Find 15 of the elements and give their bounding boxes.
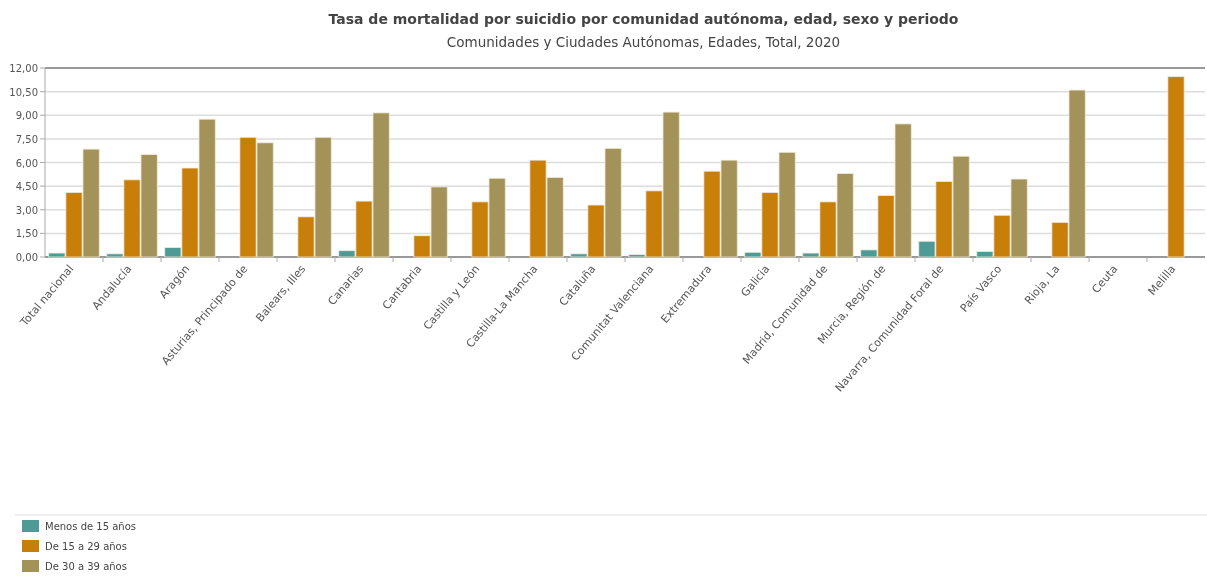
- y-tick-label: 10,50: [9, 86, 38, 98]
- y-tick-label: 1,50: [15, 228, 38, 240]
- bar: [1167, 76, 1185, 258]
- y-tick-label: 7,50: [15, 133, 38, 145]
- y-tick-label: 4,50: [15, 181, 38, 193]
- legend-label: De 30 a 39 años: [45, 561, 127, 572]
- y-tick-label: 3,00: [15, 204, 38, 216]
- y-tick-label: 6,00: [15, 157, 38, 169]
- legend-label: De 15 a 29 años: [45, 541, 127, 552]
- chart-title: Tasa de mortalidad por suicidio por comunidad autónoma, edad, sexo y periodo: [328, 11, 959, 27]
- y-tick-label: 0,00: [15, 252, 38, 263]
- chart-subtitle: Comunidades y Ciudades Autónomas, Edades, Total, 2020: [446, 34, 841, 50]
- legend-label: Menos de 15 años: [45, 521, 137, 532]
- y-tick-label: 12,00: [9, 63, 38, 74]
- y-tick-label: 9,00: [15, 110, 38, 122]
